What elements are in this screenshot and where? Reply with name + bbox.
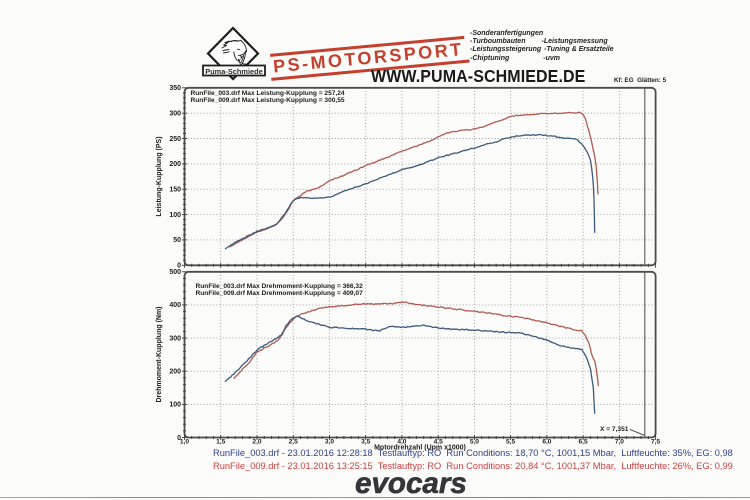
svg-text:Leistung-Kupplung (PS): Leistung-Kupplung (PS) — [156, 136, 163, 216]
svg-text:0: 0 — [177, 263, 181, 270]
svg-text:200: 200 — [169, 369, 181, 376]
svg-text:6,5: 6,5 — [579, 439, 588, 446]
svg-text:200: 200 — [169, 161, 181, 168]
svg-text:500: 500 — [169, 269, 181, 276]
svg-text:Drehmoment-Kupplung (Nm): Drehmoment-Kupplung (Nm) — [156, 306, 163, 402]
svg-text:RunFile_009.drf Max Drehmoment: RunFile_009.drf Max Drehmoment-Kupplung … — [196, 290, 364, 297]
svg-text:4,0: 4,0 — [397, 439, 406, 446]
svg-text:1,5: 1,5 — [216, 439, 225, 446]
svg-text:0: 0 — [177, 435, 181, 442]
svg-text:50: 50 — [173, 237, 181, 244]
svg-text:RunFile_003.drf Max Leistung-K: RunFile_003.drf Max Leistung-Kupplung = … — [191, 90, 345, 97]
svg-text:5,5: 5,5 — [506, 439, 515, 446]
svg-text:150: 150 — [169, 187, 181, 194]
svg-text:3,5: 3,5 — [361, 439, 370, 446]
svg-text:350: 350 — [169, 85, 181, 92]
svg-text:3,0: 3,0 — [325, 439, 334, 446]
svg-text:2,0: 2,0 — [252, 439, 261, 446]
svg-text:X = 7,351: X = 7,351 — [600, 426, 629, 433]
svg-text:7,5: 7,5 — [651, 439, 660, 446]
svg-text:6,0: 6,0 — [542, 439, 551, 446]
svg-text:400: 400 — [169, 302, 181, 309]
svg-text:1,0: 1,0 — [180, 439, 189, 446]
svg-text:250: 250 — [169, 136, 181, 143]
svg-text:5,0: 5,0 — [470, 439, 479, 446]
svg-text:100: 100 — [169, 212, 181, 219]
svg-text:RunFile_009.drf Max Leistung-K: RunFile_009.drf Max Leistung-Kupplung = … — [191, 97, 345, 104]
svg-text:RunFile_003.drf Max Drehmoment: RunFile_003.drf Max Drehmoment-Kupplung … — [196, 283, 364, 290]
svg-text:300: 300 — [169, 111, 181, 118]
svg-text:2,5: 2,5 — [289, 439, 298, 446]
svg-text:Motordrehzahl (Upm x1000): Motordrehzahl (Upm x1000) — [374, 445, 466, 452]
svg-text:100: 100 — [169, 402, 181, 409]
svg-text:300: 300 — [169, 335, 181, 342]
svg-text:4,5: 4,5 — [434, 439, 443, 446]
svg-text:7,0: 7,0 — [615, 439, 624, 446]
